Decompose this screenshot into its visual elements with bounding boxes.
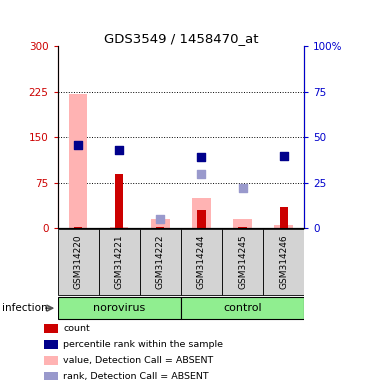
- Bar: [44, 372, 58, 381]
- Bar: [280, 207, 288, 228]
- FancyBboxPatch shape: [58, 229, 99, 295]
- Bar: [74, 227, 82, 228]
- Bar: [275, 225, 293, 228]
- Text: norovirus: norovirus: [93, 303, 145, 313]
- Point: [157, 216, 163, 222]
- Point: [281, 152, 287, 159]
- Bar: [156, 227, 164, 228]
- FancyBboxPatch shape: [140, 229, 181, 295]
- Text: rank, Detection Call = ABSENT: rank, Detection Call = ABSENT: [63, 372, 209, 381]
- Bar: [151, 219, 170, 228]
- Text: GSM314245: GSM314245: [238, 235, 247, 290]
- Bar: [197, 210, 206, 228]
- FancyBboxPatch shape: [58, 297, 181, 319]
- Point: [198, 170, 204, 177]
- Point: [75, 142, 81, 148]
- Bar: [69, 93, 87, 228]
- FancyBboxPatch shape: [99, 229, 139, 295]
- Text: GSM314221: GSM314221: [115, 235, 124, 290]
- Point: [240, 185, 246, 191]
- Point: [198, 154, 204, 161]
- Bar: [239, 227, 247, 228]
- Bar: [115, 174, 123, 228]
- FancyBboxPatch shape: [181, 297, 304, 319]
- FancyBboxPatch shape: [263, 229, 304, 295]
- Bar: [44, 356, 58, 364]
- Text: GSM314246: GSM314246: [279, 235, 288, 290]
- Text: control: control: [223, 303, 262, 313]
- Bar: [44, 340, 58, 349]
- Point: [116, 147, 122, 153]
- Bar: [110, 227, 128, 228]
- Text: GSM314244: GSM314244: [197, 235, 206, 289]
- Bar: [192, 198, 211, 228]
- Text: GSM314220: GSM314220: [73, 235, 83, 290]
- Text: GSM314222: GSM314222: [156, 235, 165, 289]
- FancyBboxPatch shape: [181, 229, 222, 295]
- Title: GDS3549 / 1458470_at: GDS3549 / 1458470_at: [104, 32, 258, 45]
- Text: infection: infection: [2, 303, 47, 313]
- Bar: [233, 219, 252, 228]
- Text: percentile rank within the sample: percentile rank within the sample: [63, 340, 223, 349]
- Text: value, Detection Call = ABSENT: value, Detection Call = ABSENT: [63, 356, 213, 365]
- FancyBboxPatch shape: [222, 229, 263, 295]
- Text: count: count: [63, 324, 90, 333]
- Bar: [44, 324, 58, 333]
